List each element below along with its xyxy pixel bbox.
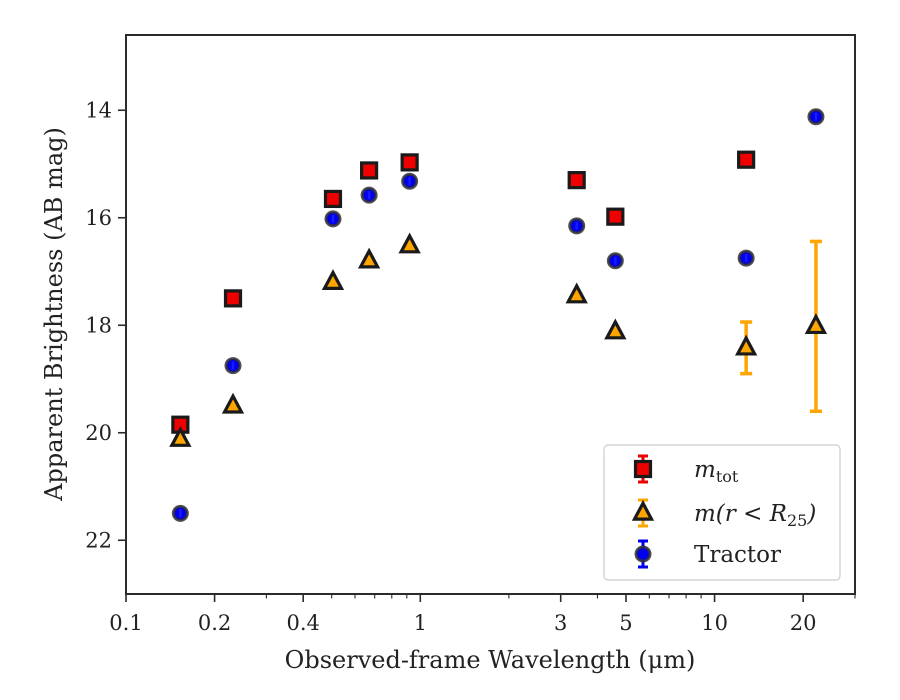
data-point <box>567 171 586 190</box>
x-tick-label: 10 <box>701 611 728 635</box>
legend: mtot m(r < R25) Tractor <box>603 444 841 581</box>
y-tick-label: 20 <box>85 421 112 445</box>
data-point <box>734 334 758 356</box>
x-tick-label: 20 <box>790 611 817 635</box>
data-point <box>565 282 588 304</box>
data-point <box>804 313 828 335</box>
data-markers <box>169 108 828 522</box>
legend-box <box>603 444 841 581</box>
legend-entry-1: m(r < R25) <box>631 498 816 530</box>
data-point <box>360 161 379 180</box>
x-tick-label: 5 <box>619 611 632 635</box>
data-point <box>400 153 419 172</box>
series-1 <box>169 232 828 447</box>
data-point <box>223 289 243 308</box>
x-tick-label: 0.1 <box>109 611 142 635</box>
legend-marker <box>634 545 652 563</box>
data-point <box>169 426 192 447</box>
y-tick-label: 14 <box>85 98 112 122</box>
data-point <box>221 392 245 414</box>
x-axis-label: Observed-frame Wavelength (μm) <box>285 646 696 674</box>
y-tick-label: 18 <box>85 313 112 337</box>
x-tick-label: 0.4 <box>286 611 319 635</box>
series-2 <box>171 108 825 522</box>
data-point <box>323 189 343 209</box>
data-point <box>398 232 421 254</box>
legend-label: m(r < R25) <box>694 501 816 530</box>
legend-label: Tractor <box>694 542 781 568</box>
legend-entry-2: Tractor <box>634 539 781 569</box>
legend-entry-0: mtot <box>633 454 739 486</box>
legend-marker <box>631 499 655 521</box>
data-point <box>321 269 345 290</box>
axes-frame <box>125 34 856 595</box>
x-tick-label: 3 <box>554 611 567 635</box>
legend-label: mtot <box>694 457 739 486</box>
series-0 <box>171 150 756 434</box>
data-point <box>604 318 627 340</box>
legend-marker <box>633 459 653 479</box>
data-point <box>357 247 381 269</box>
y-tick-label: 16 <box>85 206 112 230</box>
y-tick-label: 22 <box>85 528 112 552</box>
data-point <box>606 207 625 226</box>
x-tick-label: 1 <box>414 611 427 635</box>
y-axis-label: Apparent Brightness (AB mag) <box>40 127 68 502</box>
x-tick-label: 0.2 <box>198 611 231 635</box>
axes: 0.1 0.2 0.4 1 3 5 10 20 14 16 18 20 22 <box>85 34 856 635</box>
data-point <box>737 150 756 169</box>
